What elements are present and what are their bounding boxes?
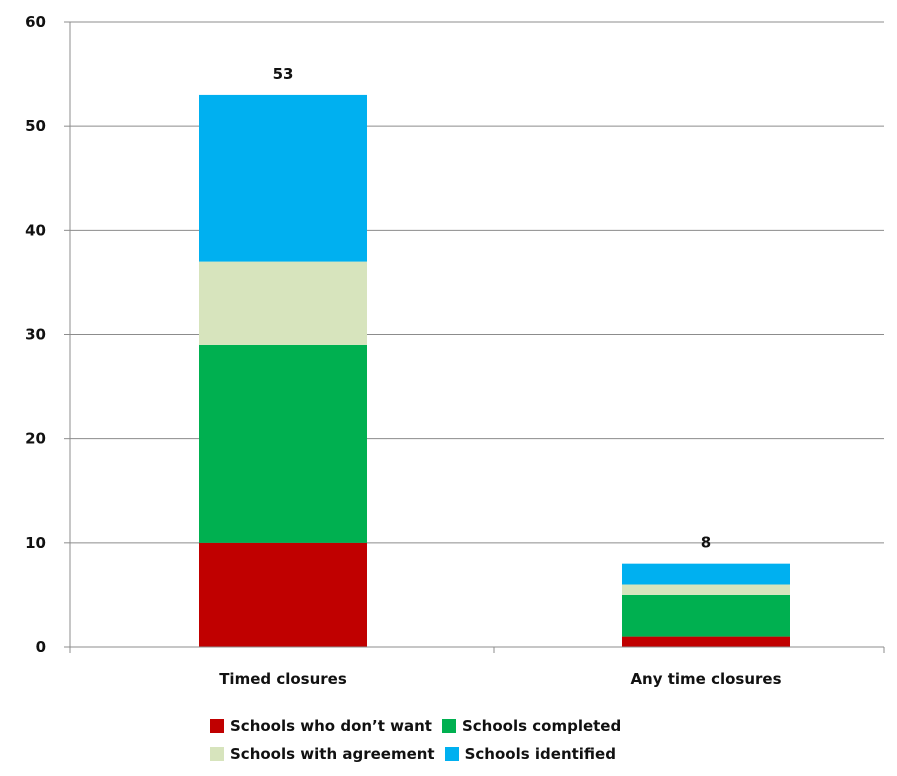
axes bbox=[69, 22, 885, 653]
y-tick-label: 0 bbox=[36, 638, 46, 656]
bar-segment bbox=[199, 542, 367, 647]
x-axis-categories: Timed closures Any time closures bbox=[219, 670, 781, 688]
bar-segment bbox=[199, 344, 367, 543]
legend-swatch bbox=[210, 719, 224, 733]
legend: Schools who don’t want Schools completed… bbox=[210, 712, 770, 768]
gridlines bbox=[70, 21, 884, 544]
bar-segment bbox=[622, 584, 790, 595]
bar-total-label: 8 bbox=[701, 534, 711, 552]
legend-swatch bbox=[210, 747, 224, 761]
bar-total-label: 53 bbox=[273, 65, 294, 83]
legend-item-schools-who-dont-want: Schools who don’t want bbox=[210, 717, 432, 735]
bars bbox=[199, 94, 790, 647]
legend-item-schools-completed: Schools completed bbox=[441, 717, 622, 735]
x-tick-label: Any time closures bbox=[630, 670, 781, 688]
bar-totals: 53 8 bbox=[273, 65, 712, 552]
legend-swatch bbox=[441, 719, 456, 733]
y-tick-label: 40 bbox=[25, 221, 46, 239]
y-tick-label: 20 bbox=[25, 430, 46, 448]
legend-row: Schools with agreement Schools identifie… bbox=[210, 740, 770, 768]
x-tick-label: Timed closures bbox=[219, 670, 347, 688]
legend-swatch bbox=[444, 747, 459, 761]
legend-label: Schools identified bbox=[464, 745, 616, 763]
bar-segment bbox=[622, 636, 790, 647]
legend-item-schools-with-agreement: Schools with agreement bbox=[210, 745, 435, 763]
bar-segment bbox=[199, 261, 367, 345]
bar-segment bbox=[622, 594, 790, 637]
y-tick-label: 60 bbox=[25, 13, 46, 31]
legend-row: Schools who don’t want Schools completed bbox=[210, 712, 770, 740]
y-axis-ticks: 0 10 20 30 40 50 60 bbox=[25, 13, 70, 656]
legend-label: Schools who don’t want bbox=[230, 717, 432, 735]
legend-item-schools-identified: Schools identified bbox=[444, 745, 616, 763]
bar-segment bbox=[199, 94, 367, 262]
bar-segment bbox=[622, 563, 790, 585]
y-tick-label: 50 bbox=[25, 117, 46, 135]
y-tick-label: 10 bbox=[25, 534, 46, 552]
legend-label: Schools with agreement bbox=[230, 745, 435, 763]
y-tick-label: 30 bbox=[25, 326, 46, 344]
legend-label: Schools completed bbox=[461, 717, 622, 735]
